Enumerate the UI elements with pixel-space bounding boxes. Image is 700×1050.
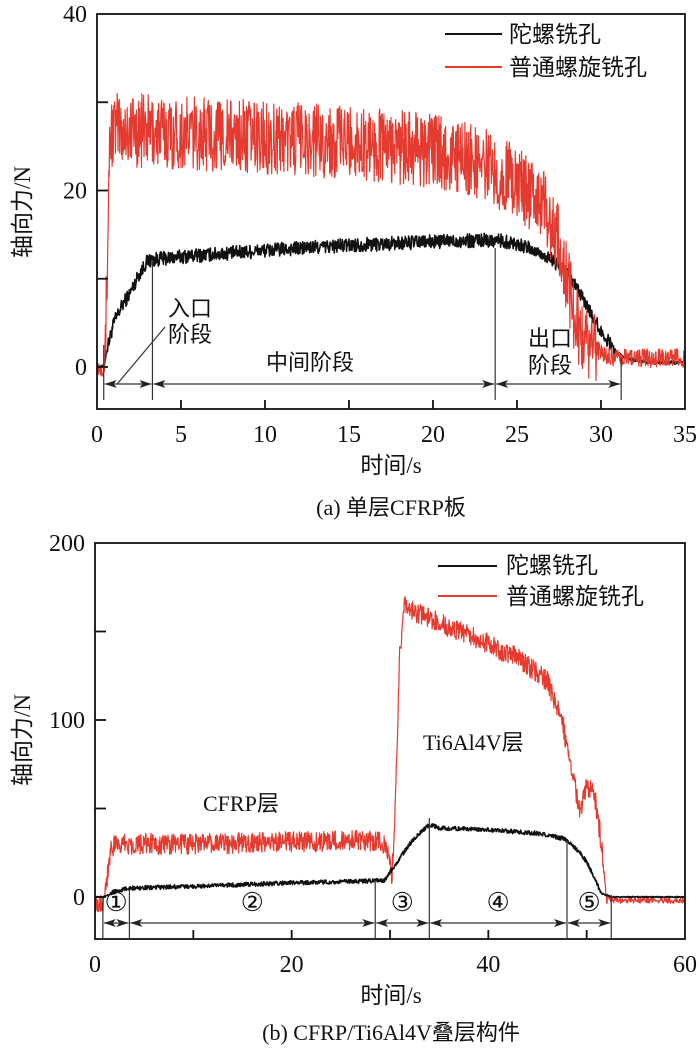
- panel-b-stage-label: ①: [104, 888, 127, 917]
- panel-b-caption: (b) CFRP/Ti6Al4V叠层构件: [262, 1020, 520, 1045]
- panel-b-legend: 陀螺铣孔 普通螺旋铣孔: [438, 553, 644, 609]
- panel-b-arrowhead-right: [116, 919, 129, 927]
- panel-a-plot-frame: [96, 13, 686, 410]
- panel-a-arrowhead-left: [153, 380, 166, 388]
- panel-b-ylabel: 轴向力/N: [10, 694, 35, 786]
- panel-b-xtick-label: 60: [673, 952, 697, 978]
- panel-a-arrowhead-right: [139, 380, 152, 388]
- panel-b-series-gyro-milling: [94, 823, 686, 899]
- panel-b-stage-label: ②: [241, 888, 264, 917]
- panel-a-ytick-label: 0: [75, 355, 87, 381]
- panel-a-xtick-label: 20: [421, 422, 445, 448]
- panel-b-cfrp-layer-label: CFRP层: [203, 791, 279, 816]
- panel-a-stage-guides: [103, 248, 622, 400]
- panel-b-xtick-label: 0: [89, 952, 101, 978]
- panel-a-ylabel: 轴向力/N: [10, 166, 35, 258]
- panel-a-xtick-label: 10: [253, 422, 277, 448]
- panel-b-ytick-label: 0: [73, 885, 85, 911]
- panel-a-ytick-label: 20: [63, 179, 87, 205]
- panel-b-stage-label: ④: [487, 888, 510, 917]
- panel-a-ytick-label: 40: [63, 2, 87, 28]
- panel-a-series: [96, 93, 686, 382]
- panel-a-xtick-label: 5: [175, 422, 187, 448]
- panel-b-xtick-label: 40: [476, 952, 500, 978]
- panel-b-stage-label: ⑤: [577, 888, 600, 917]
- panel-b-ytick-label: 200: [49, 531, 85, 557]
- panel-a-entry-leader-line: [116, 326, 166, 385]
- panel-b-legend-helical: 普通螺旋铣孔: [506, 584, 644, 609]
- panel-b-arrowhead-right: [362, 919, 375, 927]
- panel-a-xtick-label: 35: [673, 422, 697, 448]
- panel-a-xtick-label: 0: [91, 422, 103, 448]
- panel-a-arrowhead-right: [608, 380, 621, 388]
- panel-b-xtick-label: 20: [280, 952, 304, 978]
- panel-b-ytick-label: 100: [49, 708, 85, 734]
- panel-b-arrowhead-left: [130, 919, 143, 927]
- panel-b-arrowhead-right: [554, 919, 566, 927]
- panel-b-stage-label: ③: [391, 888, 414, 917]
- panel-a-xtick-label: 15: [337, 422, 361, 448]
- panel-a-entry-label-line1: 入口: [168, 296, 212, 321]
- panel-a-entry-label-line2: 阶段: [168, 322, 212, 347]
- panel-a-xtick-label: 30: [589, 422, 613, 448]
- panel-a-arrowhead-left: [104, 380, 117, 388]
- panel-b-arrowhead-left: [103, 919, 116, 927]
- panel-b-arrowhead-left: [430, 919, 443, 927]
- panel-a-exit-label-line1: 出口: [528, 326, 572, 351]
- panel-b-arrowhead-left: [568, 919, 580, 927]
- panel-a-ticks: 0 5 10 15 20 25 30 35 0 20 40: [63, 2, 697, 448]
- panel-b-arrowhead-right: [598, 919, 611, 927]
- panel-a-legend-helical: 普通螺旋铣孔: [509, 55, 647, 80]
- panel-a-xtick-label: 25: [505, 422, 529, 448]
- panel-b: 0 20 40 60 0 100 200 ① ② ③ ④ ⑤ CFRP层 Ti6Al4V层 陀螺铣孔…: [10, 531, 697, 1045]
- panel-a-caption: (a) 单层CFRP板: [316, 495, 466, 520]
- panel-b-series: [94, 596, 686, 913]
- panel-a-exit-label-line2: 阶段: [528, 353, 572, 378]
- panel-b-ti-layer-label: Ti6Al4V层: [423, 730, 524, 755]
- panel-b-arrowhead-left: [376, 919, 389, 927]
- panel-b-ticks: 0 20 40 60 0 100 200: [49, 531, 697, 978]
- panel-a-legend: 陀螺铣孔 普通螺旋铣孔: [445, 22, 647, 80]
- panel-b-series-helical-milling: [94, 596, 686, 913]
- panel-a: 0 5 10 15 20 25 30 35 0 20 40 入口 阶段 中间阶段 出口 阶段 陀螺铣…: [10, 2, 697, 520]
- panel-a-xlabel: 时间/s: [360, 453, 421, 478]
- panel-a-middle-label: 中间阶段: [266, 350, 354, 375]
- panel-a-arrowhead-left: [496, 380, 509, 388]
- panel-a-series-gyro-milling: [96, 232, 686, 370]
- panel-a-arrowhead-right: [482, 380, 495, 388]
- panel-b-stage-guides: ① ② ③ ④ ⑤: [102, 818, 612, 939]
- panel-b-xlabel: 时间/s: [360, 983, 421, 1008]
- panel-a-series-helical-milling: [96, 93, 686, 382]
- panel-b-legend-gyro: 陀螺铣孔: [506, 553, 598, 578]
- panel-a-legend-gyro: 陀螺铣孔: [509, 22, 601, 47]
- panel-b-arrowhead-right: [416, 919, 429, 927]
